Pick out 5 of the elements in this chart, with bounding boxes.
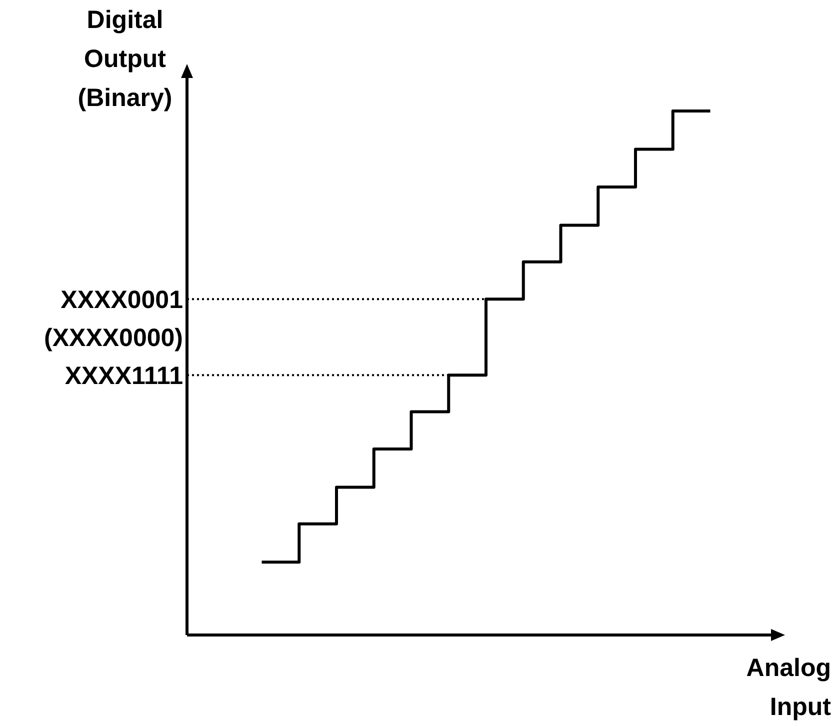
x-axis-title: Analog Input [746, 654, 832, 721]
ref-line-label: XXXX0001 [60, 286, 184, 314]
y-axis-title: Digital Output (Binary) [78, 6, 172, 112]
text: (XXXX0000) [44, 324, 183, 352]
ref-line-label: XXXX1111 [64, 362, 184, 390]
